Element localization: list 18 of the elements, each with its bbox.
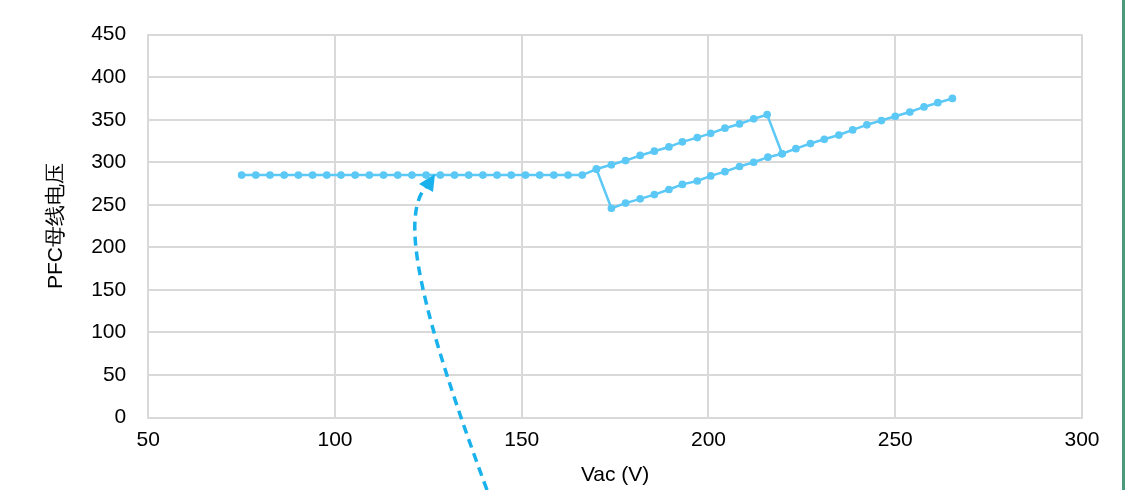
- y-tick-label: 400: [91, 63, 127, 87]
- y-tick-label: 200: [91, 234, 127, 258]
- y-tick-label: 250: [91, 191, 127, 215]
- y-tick-label: 100: [91, 319, 127, 343]
- x-tick-label: 50: [136, 427, 160, 450]
- y-tick-label: 50: [102, 361, 127, 385]
- x-tick-label: 200: [690, 427, 727, 450]
- y-tick-label: 350: [91, 106, 127, 130]
- x-tick-label: 300: [1064, 427, 1100, 450]
- y-tick-label: 150: [91, 276, 127, 300]
- y-tick-label: 450: [91, 21, 127, 45]
- x-tick-label: 100: [317, 427, 353, 450]
- y-tick-label: 0: [114, 404, 127, 428]
- y-axis-title: PFC母线电压: [43, 163, 67, 290]
- x-axis-title: Vac (V): [580, 462, 650, 486]
- x-tick-label: 150: [504, 427, 540, 450]
- x-tick-label: 250: [877, 427, 913, 450]
- y-tick-label: 300: [91, 149, 127, 173]
